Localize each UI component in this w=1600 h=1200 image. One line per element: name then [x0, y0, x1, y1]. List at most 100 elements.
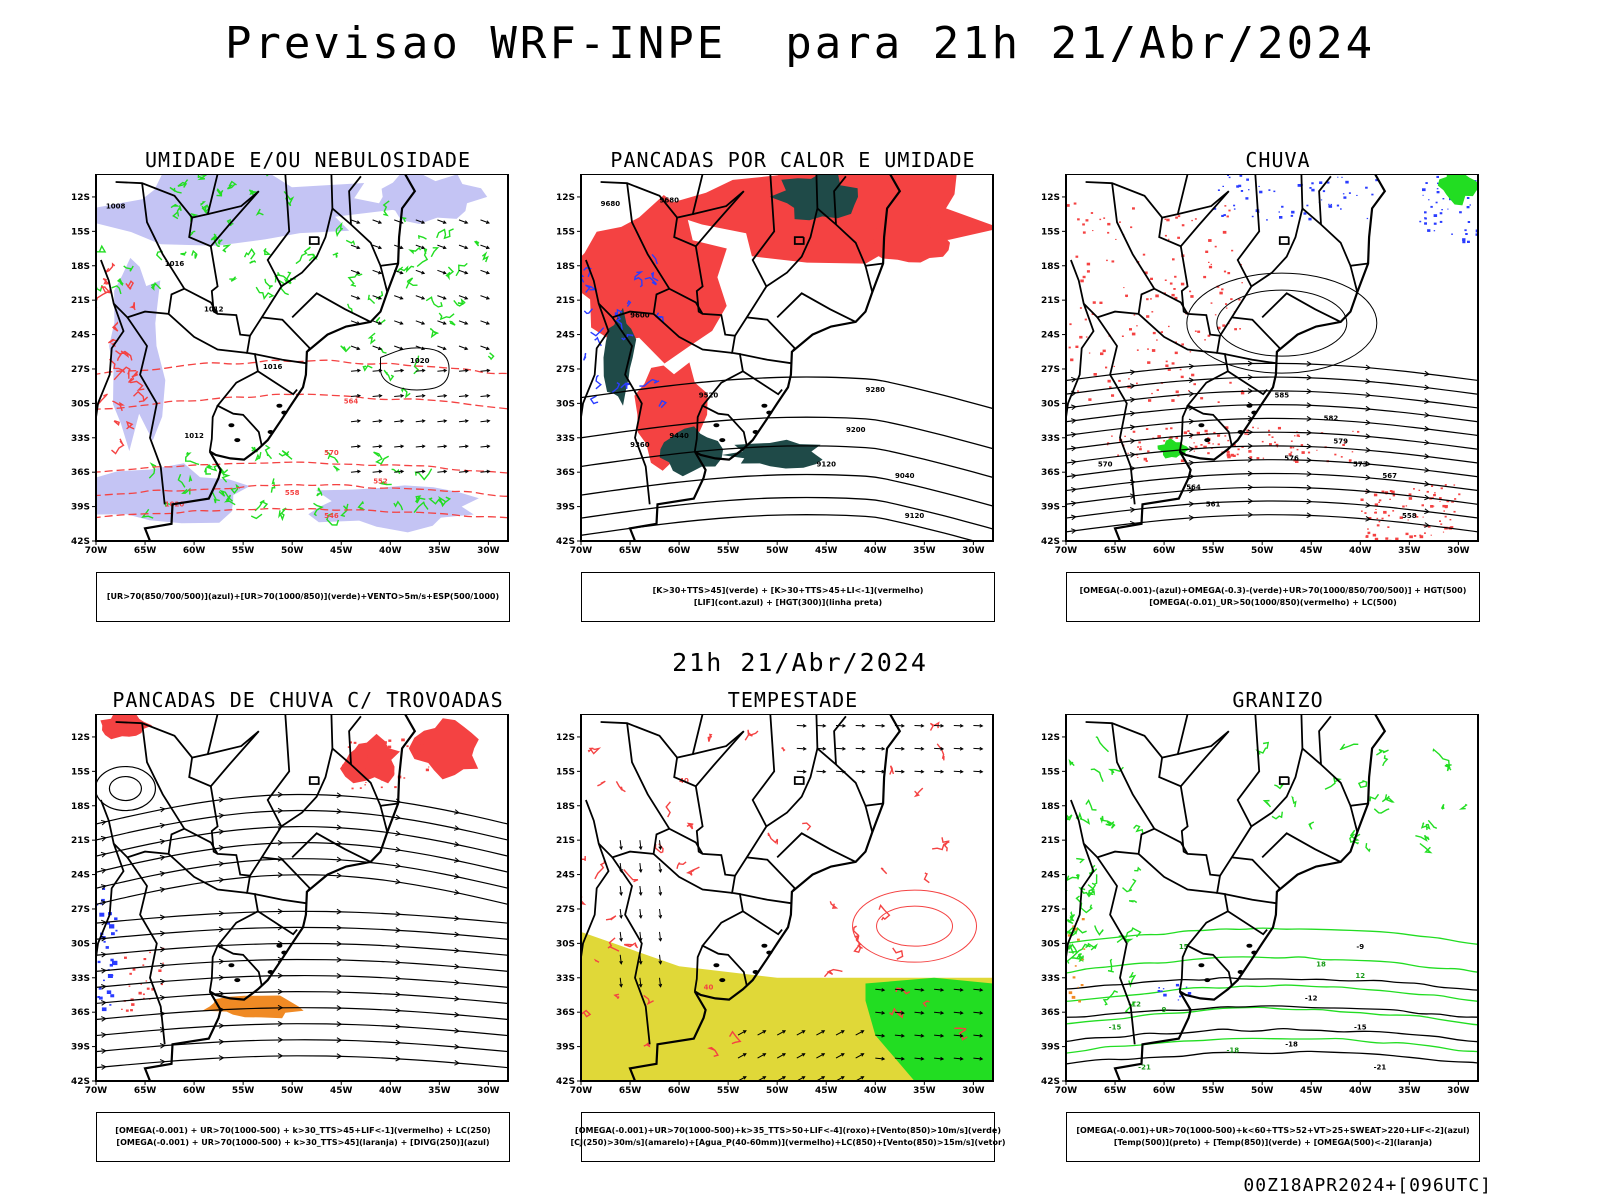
geopotential-contour: [1066, 445, 1478, 464]
streamline: [96, 974, 508, 988]
contour-label: 9120: [905, 512, 925, 520]
omega-area: [1422, 194, 1424, 196]
lon-tick-label: 35W: [913, 546, 936, 556]
rain-area: [1137, 457, 1139, 458]
wind-vector-head: [421, 419, 426, 423]
streamline-arrowhead: [453, 873, 461, 879]
border-line: [1219, 174, 1261, 337]
precipitable-water-contour: [665, 801, 671, 818]
lifted-index-contour: [590, 327, 605, 337]
wind-vector-head: [399, 321, 404, 325]
wind-vector-head: [378, 220, 383, 224]
lat-tick-label: 33S: [71, 974, 90, 984]
rain-area: [1426, 490, 1429, 493]
wind-vector: [458, 445, 468, 448]
wind-vector: [372, 395, 382, 397]
temperature-850-contour: [1382, 755, 1389, 767]
lat-tick-label: 30S: [556, 399, 575, 409]
lake: [761, 943, 768, 948]
rain-area: [1405, 505, 1408, 507]
rain-area: [1208, 265, 1213, 269]
thunderstorm-area: [380, 786, 383, 789]
thunderstorm-area: [387, 745, 392, 749]
lon-tick-label: 40W: [864, 546, 887, 556]
border-line: [208, 405, 219, 452]
geography: [1066, 714, 1387, 1081]
lake: [752, 430, 759, 434]
temperature-850-contour: [1066, 929, 1077, 937]
precipitable-water-contour: [781, 746, 786, 752]
streamline-arrowhead: [1424, 480, 1431, 487]
wind-vector-head: [881, 1056, 886, 1061]
contour-label: -12: [1128, 1001, 1141, 1009]
rain-area: [1224, 426, 1229, 430]
border-line: [1177, 730, 1230, 755]
rain-area: [1433, 494, 1436, 497]
humidity-low-level-contour: [428, 497, 444, 505]
wind-vector-head: [821, 1030, 826, 1034]
wind-vector: [855, 1030, 864, 1036]
lifted-index-contour: [583, 352, 587, 361]
lat-tick-label: 12S: [1041, 733, 1060, 743]
rain-area: [1177, 236, 1180, 239]
rain-area: [1123, 287, 1125, 289]
rain-area: [1399, 516, 1403, 519]
rain-area: [1191, 373, 1195, 377]
thunderstorm-area: [383, 741, 387, 744]
lon-tick-label: 45W: [330, 546, 353, 556]
rain-area: [1207, 452, 1210, 455]
precipitable-water-contour: [623, 942, 639, 949]
wind-vector: [394, 420, 404, 423]
hail-area: [1157, 990, 1161, 993]
wind-vector-head: [801, 1053, 806, 1057]
panel-title: UMIDADE E/OU NEBULOSIDADE: [144, 148, 472, 172]
wind-vector: [855, 1053, 864, 1059]
border-line: [308, 236, 320, 245]
wind-vector: [953, 988, 963, 991]
humidity-mid-level-area: [308, 485, 479, 533]
rain-area: [1408, 493, 1412, 496]
rain-area: [1439, 500, 1441, 502]
wind-vector: [659, 977, 662, 987]
rain-area: [1152, 331, 1156, 335]
wind-vector: [934, 988, 944, 991]
hail-area: [1160, 990, 1163, 993]
temperature-850-contour: [1076, 857, 1085, 864]
humidity-low-level-contour: [181, 487, 191, 495]
wind-vector-head: [801, 1076, 806, 1080]
omega-area: [1308, 217, 1312, 221]
lake: [1237, 430, 1244, 434]
contour-label: 546: [324, 512, 339, 520]
humidity-low-level-contour: [382, 200, 390, 217]
streamline-arrowhead: [1365, 488, 1372, 495]
wind-vector: [639, 885, 642, 896]
border-line: [585, 799, 654, 859]
humidity-low-level-contour: [340, 503, 349, 517]
map-overlays: 1008101610121020101610121020570564558552…: [96, 174, 508, 533]
streamline: [96, 874, 508, 905]
rain-area: [1211, 447, 1213, 449]
streamline-arrowhead: [1071, 376, 1077, 383]
rain-area: [1389, 498, 1391, 500]
humidity-low-level-contour: [264, 278, 273, 290]
wind-vector-head: [619, 892, 623, 897]
wind-vector: [953, 1011, 963, 1014]
thickness-contour: [129, 380, 145, 392]
wind-vector: [437, 244, 446, 249]
temperature-850-contour: [1381, 794, 1395, 803]
wind-vector-head: [658, 846, 663, 851]
streamline-arrowhead: [1365, 474, 1372, 481]
omega-area: [1371, 193, 1374, 196]
legend-line-1: [OMEGA(-0.001) + UR>70(1000-500) + k>30_…: [115, 1126, 491, 1135]
streamline-arrowhead: [277, 1020, 284, 1027]
rain-area: [1105, 366, 1108, 369]
streamline-arrowhead: [1129, 424, 1136, 431]
wind-vector-head: [464, 321, 469, 325]
border-line: [1318, 715, 1332, 765]
border-line: [379, 805, 389, 833]
humidity-low-level-contour: [345, 239, 356, 246]
rain-area: [1424, 532, 1426, 534]
rain-area: [1216, 285, 1220, 288]
rain-area: [1193, 442, 1195, 444]
rain-area: [1434, 492, 1436, 494]
